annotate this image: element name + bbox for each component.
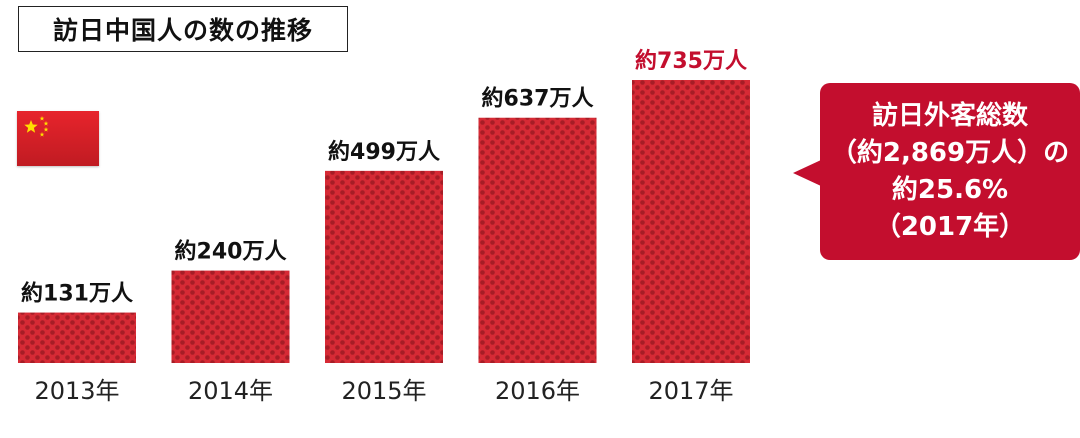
bar-value-label: 約499万人 bbox=[328, 139, 440, 165]
bar-value-label: 約735万人 bbox=[635, 48, 747, 74]
bar bbox=[478, 117, 597, 363]
flag-small-star bbox=[43, 121, 49, 126]
bar bbox=[325, 170, 443, 363]
bar-value-label: 約637万人 bbox=[482, 86, 594, 112]
chart-title: 訪日中国人の数の推移 bbox=[18, 6, 348, 52]
flag-small-star bbox=[39, 116, 45, 121]
callout-line: （約2,869万人）の bbox=[830, 137, 1070, 168]
flag-large-star bbox=[24, 120, 38, 133]
x-tick-label: 2017年 bbox=[648, 377, 733, 405]
callout-line: 約25.6% bbox=[891, 174, 1009, 205]
bar bbox=[171, 270, 290, 363]
bar-value-label: 約131万人 bbox=[21, 281, 133, 307]
bar-value-label: 約240万人 bbox=[175, 239, 287, 265]
callout-pointer bbox=[793, 160, 821, 186]
x-tick-label: 2016年 bbox=[495, 377, 580, 405]
x-tick-label: 2013年 bbox=[34, 377, 119, 405]
callout-line: （2017年） bbox=[874, 211, 1026, 242]
bar bbox=[18, 312, 136, 363]
china-flag-icon bbox=[17, 111, 99, 166]
flag-small-star bbox=[43, 127, 49, 132]
total-visitors-callout: 訪日外客総数 （約2,869万人）の 約25.6% （2017年） bbox=[820, 83, 1080, 260]
x-tick-label: 2015年 bbox=[341, 377, 426, 405]
bar bbox=[632, 80, 750, 363]
callout-line: 訪日外客総数 bbox=[871, 100, 1028, 131]
x-tick-label: 2014年 bbox=[188, 377, 273, 405]
flag-small-star bbox=[39, 132, 45, 137]
